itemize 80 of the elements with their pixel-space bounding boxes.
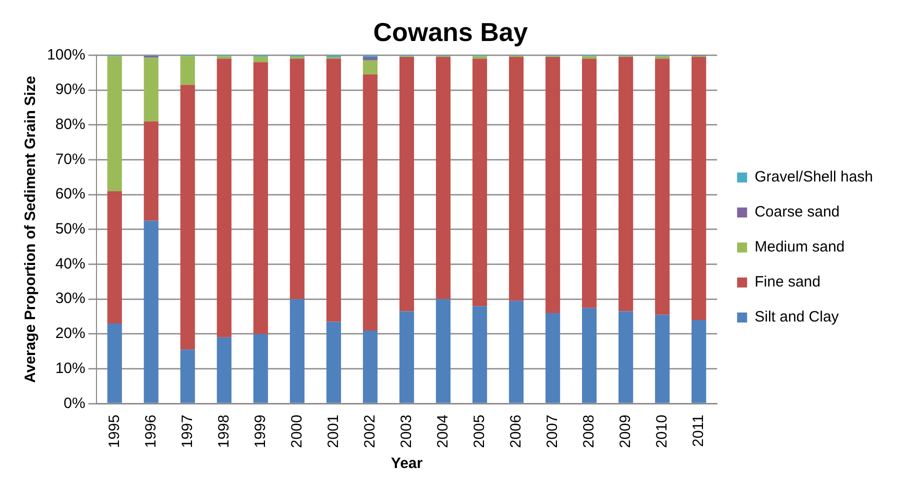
bar [326,322,342,403]
bar [655,314,670,403]
bar [655,58,670,315]
bar [472,56,488,59]
bar [180,56,195,85]
x-tick-label: 2000 [288,414,306,448]
bar [472,306,488,403]
y-tick-label: 30% [55,290,86,308]
bar [472,58,488,306]
bar [107,191,122,324]
x-tick-label: 2011 [690,414,707,447]
x-tick-label: 1997 [178,414,196,448]
y-tick-label: 80% [55,116,86,134]
chart-title: Cowans Bay [373,16,528,47]
bar [582,58,597,308]
bar [216,56,232,59]
bar [618,311,634,403]
x-tick-label: 2006 [507,414,524,448]
bar [326,58,342,322]
x-tick-label: 2003 [398,414,415,448]
y-tick-label: 100% [46,46,86,64]
x-tick-label: 1999 [252,414,269,448]
x-tick-label: 2010 [653,414,670,448]
bar [216,58,232,338]
bar [508,300,524,403]
bar [655,56,670,59]
y-tick-label: 10% [55,360,86,377]
bar [362,74,378,330]
bar [290,299,304,403]
x-tick-label: 1995 [106,414,123,448]
x-tick-label: 2005 [470,414,488,448]
bar [362,330,378,403]
y-tick-label: 60% [55,186,86,203]
x-tick-label: 2002 [361,414,378,448]
bar [253,334,268,403]
bar [692,56,706,320]
bar [144,58,158,122]
bar [692,320,706,403]
bar [582,56,597,59]
y-tick-label: 70% [55,150,86,168]
x-tick-label: 2008 [580,414,598,448]
bar [362,60,378,74]
bar [545,56,560,314]
x-tick-label: 2004 [434,414,452,448]
y-tick-label: 40% [55,255,86,272]
bar [216,337,232,403]
bar [180,84,195,350]
x-tick-label: 2007 [544,414,561,448]
bar [144,220,158,403]
legend-label: Fine sand [754,274,820,291]
x-tick-label: 2001 [324,414,342,448]
bar [362,56,378,60]
y-tick-label: 50% [55,220,86,238]
legend-label: Gravel/Shell hash [754,168,874,186]
y-tick-label: 0% [64,394,86,412]
legend-label: Medium sand [754,238,845,256]
bar [253,62,268,334]
bar [582,308,597,403]
bar [107,323,122,403]
bar [399,56,414,312]
bar [290,58,304,300]
bar [545,313,560,403]
legend-label: Coarse sand [754,204,840,221]
bar [144,121,158,221]
y-tick-label: 20% [55,325,86,342]
bar [399,311,414,403]
y-tick-label: 90% [55,81,86,98]
x-tick-label: 1996 [142,414,160,448]
bar [436,299,451,403]
bar [180,350,195,403]
bar [253,56,268,62]
bar [436,56,451,300]
y-axis-title: Average Proportion of Sediment Grain Size [22,76,40,383]
bar [107,56,122,192]
x-tick-label: 1998 [215,414,232,448]
x-axis-title: Year [390,455,423,472]
bar [508,56,524,301]
legend-label: Silt and Clay [754,308,840,326]
bar [618,56,634,312]
x-tick-label: 2009 [616,414,634,448]
